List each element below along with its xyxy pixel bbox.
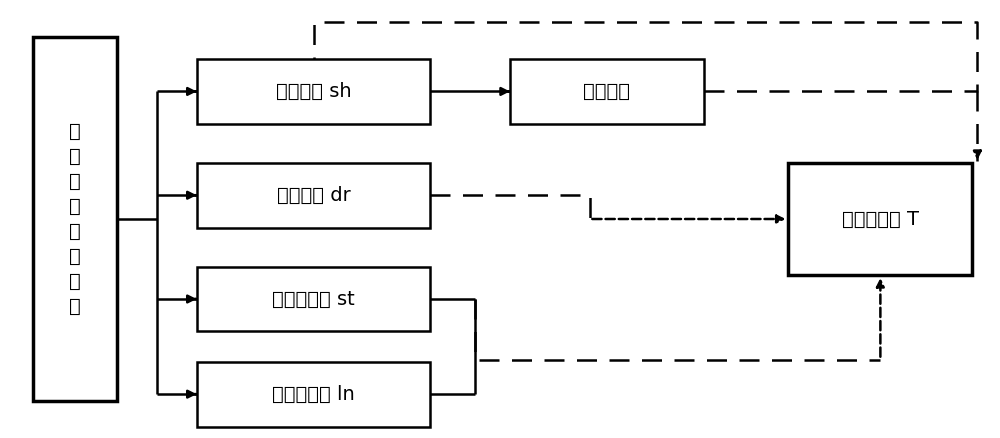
Text: 工
业
现
场
结
构
参
数: 工 业 现 场 结 构 参 数 <box>69 122 81 316</box>
Text: 截面尺寸: 截面尺寸 <box>583 82 630 101</box>
Bar <box>510 59 704 124</box>
Text: 流量计类型 T: 流量计类型 T <box>842 209 919 229</box>
Text: 前后直管段 ln: 前后直管段 ln <box>272 385 355 404</box>
Text: 上下游结构 st: 上下游结构 st <box>272 290 355 308</box>
Text: 管道走向 dr: 管道走向 dr <box>277 186 350 205</box>
Bar <box>33 37 117 401</box>
Bar <box>197 163 430 228</box>
Bar <box>788 163 972 275</box>
Bar <box>197 59 430 124</box>
Text: 管道形状 sh: 管道形状 sh <box>276 82 351 101</box>
Bar <box>197 267 430 332</box>
Bar <box>197 362 430 427</box>
